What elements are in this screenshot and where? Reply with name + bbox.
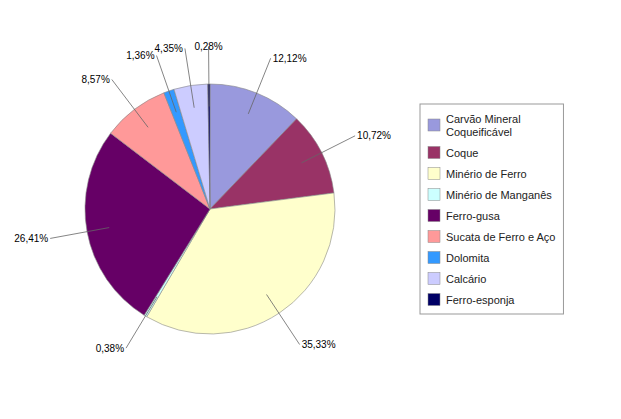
pie: [85, 84, 335, 334]
legend-label-line: Carvão Mineral: [446, 113, 521, 125]
legend-label-line: Sucata de Ferro e Aço: [446, 231, 555, 243]
data-label: 0,38%: [96, 343, 124, 354]
legend-swatch: [428, 273, 440, 285]
legend-label-line: Ferro-esponja: [446, 294, 515, 306]
legend-swatch: [428, 231, 440, 243]
legend-label: Dolomita: [446, 252, 490, 264]
legend-swatch: [428, 147, 440, 159]
legend-swatch: [428, 189, 440, 201]
legend-label-line: Coqueificável: [446, 126, 512, 138]
legend-label-line: Coque: [446, 147, 478, 159]
data-label: 10,72%: [357, 130, 391, 141]
leader-line: [248, 58, 270, 114]
data-label: 8,57%: [81, 74, 109, 85]
legend-label: Sucata de Ferro e Aço: [446, 231, 555, 243]
legend-label: Ferro-esponja: [446, 294, 515, 306]
leader-line: [50, 228, 109, 239]
data-label: 26,41%: [14, 233, 48, 244]
legend-swatch: [428, 252, 440, 264]
leader-line: [126, 297, 157, 348]
legend-swatch: [428, 119, 440, 131]
legend-label-line: Ferro-gusa: [446, 210, 501, 222]
legend-swatch: [428, 168, 440, 180]
legend-label-line: Minério de Ferro: [446, 168, 527, 180]
leader-line: [185, 48, 194, 107]
legend-label: Minério de Ferro: [446, 168, 527, 180]
data-label: 4,35%: [155, 43, 183, 54]
legend-label: Carvão MineralCoqueificável: [446, 113, 521, 138]
pie-slice: [174, 84, 210, 209]
data-label: 35,33%: [302, 339, 336, 350]
legend-swatch: [428, 294, 440, 306]
data-label: 0,28%: [194, 41, 222, 52]
legend-label: Calcário: [446, 273, 486, 285]
leader-line: [267, 294, 300, 344]
leader-line: [302, 136, 356, 163]
leader-line: [208, 47, 210, 107]
legend-label: Minério de Manganês: [446, 189, 552, 201]
legend-label-line: Minério de Manganês: [446, 189, 552, 201]
data-label: 1,36%: [126, 50, 154, 61]
chart: 12,12% 10,72% 35,33% 0,38% 26,41% 8,57% 1,36%4…: [0, 0, 621, 419]
leader-line: [112, 80, 148, 128]
legend-label: Coque: [446, 147, 478, 159]
legend-label-line: Calcário: [446, 273, 486, 285]
leader-line: [157, 56, 177, 113]
legend-label-line: Dolomita: [446, 252, 490, 264]
data-label: 12,12%: [273, 53, 307, 64]
legend-label: Ferro-gusa: [446, 210, 501, 222]
legend: Carvão MineralCoqueificável Coque Minério …: [420, 104, 563, 314]
legend-swatch: [428, 210, 440, 222]
data-labels: 12,12% 10,72% 35,33% 0,38% 26,41% 8,57% 1,36%4…: [14, 41, 391, 354]
legend-frame: [420, 104, 563, 314]
